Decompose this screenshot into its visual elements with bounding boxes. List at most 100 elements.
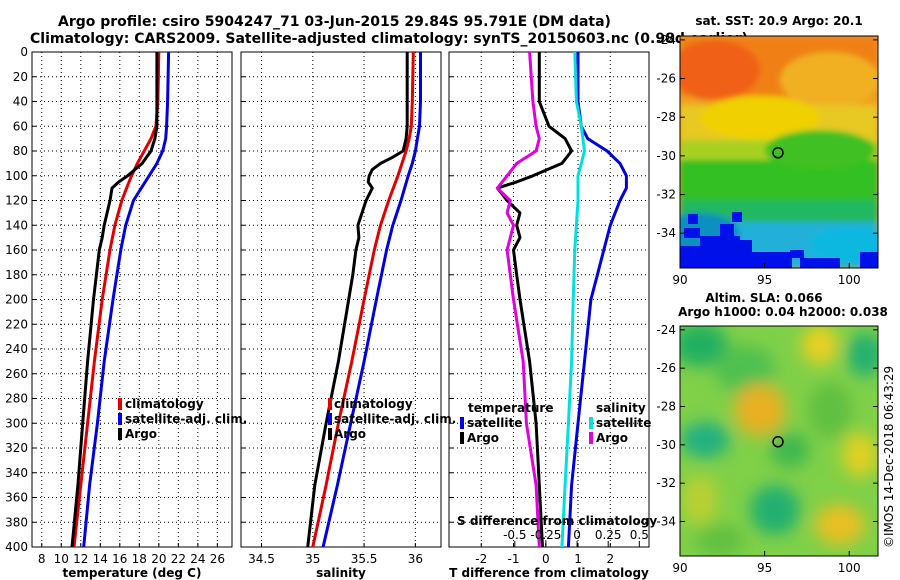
depth-tick-label: 20 (13, 70, 28, 84)
sla-map-xtick-label: 90 (672, 561, 687, 575)
salinity-legend-swatch-2 (328, 428, 332, 440)
sst-map-ytick-label: -30 (656, 149, 676, 163)
difference-xtick-label: 1 (574, 552, 582, 566)
legend-t-satellite: satellite (467, 416, 522, 430)
difference-xtick-label: 0 (542, 552, 550, 566)
depth-tick-label: 220 (5, 317, 28, 331)
sla-map-xtick-label: 95 (757, 561, 772, 575)
figure-title-line2: Climatology: CARS2009. Satellite-adjuste… (30, 31, 748, 47)
temperature-panel: 0 20 40 60 80 100 120 140 160 180 200 220 240 260 280 3… (5, 45, 247, 580)
temperature-xtick-label: 22 (171, 552, 186, 566)
sla-map (680, 326, 878, 556)
temperature-xtick-label: 26 (210, 552, 225, 566)
series-line-satellite-adj-clim- (82, 51, 171, 548)
depth-tick-label: 80 (13, 144, 28, 158)
series-line-t-satellite (566, 52, 628, 548)
sla-map-title: Altim. SLA: 0.066 (705, 291, 822, 305)
temperature-xtick-label: 18 (132, 552, 147, 566)
salinity-legend-entry: Argo (334, 427, 366, 441)
salinity-legend-swatch-1 (328, 413, 332, 425)
sst-map-cold-patch-7 (790, 250, 804, 258)
sst-map-cold-patch-4 (740, 240, 752, 268)
depth-tick-label: 260 (5, 367, 28, 381)
sla-map-argo-marker (772, 436, 784, 448)
series-line-t-argo (495, 52, 574, 548)
sla-map-ytick-label: -34 (656, 515, 676, 529)
legend-salinity-header: salinity (596, 401, 646, 415)
temperature-xtick-label: 20 (151, 552, 166, 566)
depth-tick-label: 340 (5, 466, 28, 480)
difference-xtick-label: 2 (606, 552, 614, 566)
depth-tick-label: 0 (20, 45, 28, 59)
series-line-argo (306, 52, 409, 548)
sst-map-xtick-label: 95 (757, 273, 772, 287)
difference-xlabel: T difference from climatology (449, 566, 649, 580)
series-line-s-satellite (560, 51, 586, 548)
sst-map-ytick-label: -24 (656, 33, 676, 47)
depth-tick-label: 160 (5, 243, 28, 257)
sst-map-title: sat. SST: 20.9 Argo: 20.1 (695, 14, 862, 28)
depth-tick-label: 100 (5, 169, 28, 183)
difference-s-tick-label: 0.5 (630, 528, 649, 542)
temperature-xtick-label: 14 (93, 552, 108, 566)
temperature-legend-swatch-0 (118, 398, 122, 410)
salinity-legend-entry: climatology (334, 397, 413, 411)
series-line-climatology (311, 51, 415, 548)
figure-title-line1: Argo profile: csiro 5904247_71 03-Jun-20… (58, 14, 611, 30)
sst-map-cold-patch-0 (680, 246, 740, 268)
sla-map-field (680, 326, 878, 555)
salinity-legend-swatch-0 (328, 398, 332, 410)
temperature-xtick-label: 12 (73, 552, 88, 566)
difference-s-tick-label: -0.25 (530, 528, 561, 542)
sst-map-cold-patch-5 (752, 252, 792, 268)
sla-map-ytick-label: -24 (656, 323, 676, 337)
sst-map-xtick-label: 90 (672, 273, 687, 287)
sla-map-ytick-label: -26 (656, 361, 676, 375)
temperature-legend-entry: satellite-adj. clim. (125, 412, 247, 426)
depth-tick-label: 200 (5, 293, 28, 307)
series-line-climatology (72, 51, 161, 548)
sla-map-xtick-label: 100 (838, 561, 861, 575)
salinity-xtick-label: 34.5 (248, 552, 275, 566)
legend-t-argo-swatch (460, 432, 464, 444)
depth-tick-label: 320 (5, 441, 28, 455)
sst-map-argo-marker (772, 147, 784, 159)
sst-map-axes: -24 -26 -28 -30 -32 -34 90 95 100 sat. SST: 20.9 … (656, 14, 879, 287)
series-line-satellite-adj-clim- (321, 52, 422, 548)
sst-map-cold-patch-3 (720, 224, 734, 238)
depth-tick-label: 300 (5, 416, 28, 430)
sla-map-ytick-label: -28 (656, 400, 676, 414)
sst-map-frame (679, 35, 879, 269)
sla-map-ytick-label: -32 (656, 476, 676, 490)
temperature-xtick-label: 8 (38, 552, 46, 566)
legend-t-satellite-swatch (460, 417, 464, 429)
depth-tick-label: 400 (5, 540, 28, 554)
sst-map-ytick-label: -34 (656, 226, 676, 240)
depth-tick-label: 380 (5, 515, 28, 529)
difference-s-tick-label: 0 (573, 528, 581, 542)
sla-map-frame (679, 325, 879, 557)
difference-s-tick-label: -0.5 (503, 528, 526, 542)
legend-s-satellite-swatch (589, 417, 593, 429)
sst-map-cold-patch-8 (860, 252, 878, 268)
series-line-s-argo (495, 51, 541, 548)
legend-s-satellite: satellite (596, 416, 651, 430)
sla-map-title2: Argo h1000: 0.04 h2000: 0.038 (678, 305, 888, 319)
temperature-xtick-label: 24 (190, 552, 205, 566)
difference-xtick-label: -2 (475, 552, 487, 566)
depth-tick-label: 140 (5, 218, 28, 232)
salinity-xtick-label: 35.5 (351, 552, 378, 566)
depth-tick-label: 240 (5, 342, 28, 356)
legend-temperature-header: temperature (468, 401, 553, 415)
sst-map-ytick-label: -32 (656, 188, 676, 202)
temperature-legend-entry: climatology (125, 397, 204, 411)
sla-map-ytick-label: -30 (656, 438, 676, 452)
legend-s-argo-swatch (589, 432, 593, 444)
sst-map-cold-patch-2 (684, 228, 700, 238)
difference-panel: -2 -1 0 1 2T difference from climatology -0.5… (448, 51, 657, 580)
temperature-legend-entry: Argo (125, 427, 157, 441)
imos-credit: ©IMOS 14-Dec-2018 06:43:29 (882, 366, 896, 548)
series-line-argo (70, 52, 159, 548)
sst-map-ytick-label: -28 (656, 110, 676, 124)
